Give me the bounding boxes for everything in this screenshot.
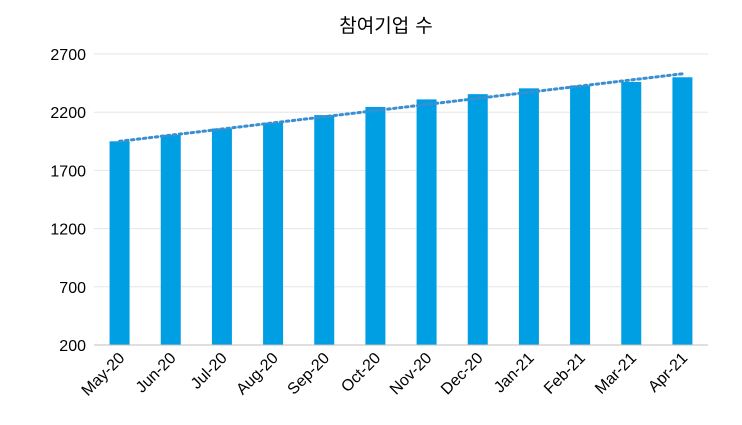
bar [109, 141, 130, 345]
grid-lines [94, 53, 708, 288]
bar [263, 122, 284, 346]
trendline [118, 72, 684, 143]
bar [365, 106, 386, 345]
bar [621, 81, 642, 345]
x-tick-label: May-20 [79, 350, 129, 400]
x-tick-label: Oct-20 [338, 350, 384, 396]
chart-title: 참여기업 수 [339, 15, 432, 37]
bar [314, 115, 335, 345]
x-tick-label: Apr-21 [645, 350, 691, 396]
x-tick-label: Sep-20 [285, 350, 334, 399]
x-tick-label: Mar-21 [592, 350, 640, 398]
y-tick-label: 2700 [50, 47, 86, 64]
bar [211, 128, 232, 345]
bar [160, 134, 181, 345]
bar [570, 85, 591, 345]
y-tick-label: 700 [59, 280, 86, 297]
y-tick-label: 1700 [50, 163, 86, 180]
x-tick-label: Jan-21 [491, 350, 538, 397]
y-axis-ticks: 200 700 1200 1700 2200 2700 [50, 47, 86, 355]
y-tick-label: 200 [59, 338, 86, 355]
x-tick-label: Aug-20 [233, 350, 282, 399]
x-tick-label: Jul-20 [188, 350, 231, 393]
bar [672, 77, 693, 345]
bars [109, 77, 693, 346]
x-axis-ticks: May-20 Jun-20 Jul-20 Aug-20 Sep-20 Oct-20 Nov-… [79, 350, 692, 400]
x-tick-label: Jun-20 [133, 350, 180, 397]
y-tick-label: 1200 [50, 222, 86, 239]
x-tick-label: Dec-20 [438, 350, 487, 399]
bar [467, 94, 488, 346]
bar [518, 88, 539, 345]
trend-line [118, 72, 684, 143]
bar [416, 99, 437, 346]
x-tick-label: Nov-20 [387, 350, 436, 399]
x-tick-label: Feb-21 [541, 350, 589, 398]
y-tick-label: 2200 [50, 105, 86, 122]
